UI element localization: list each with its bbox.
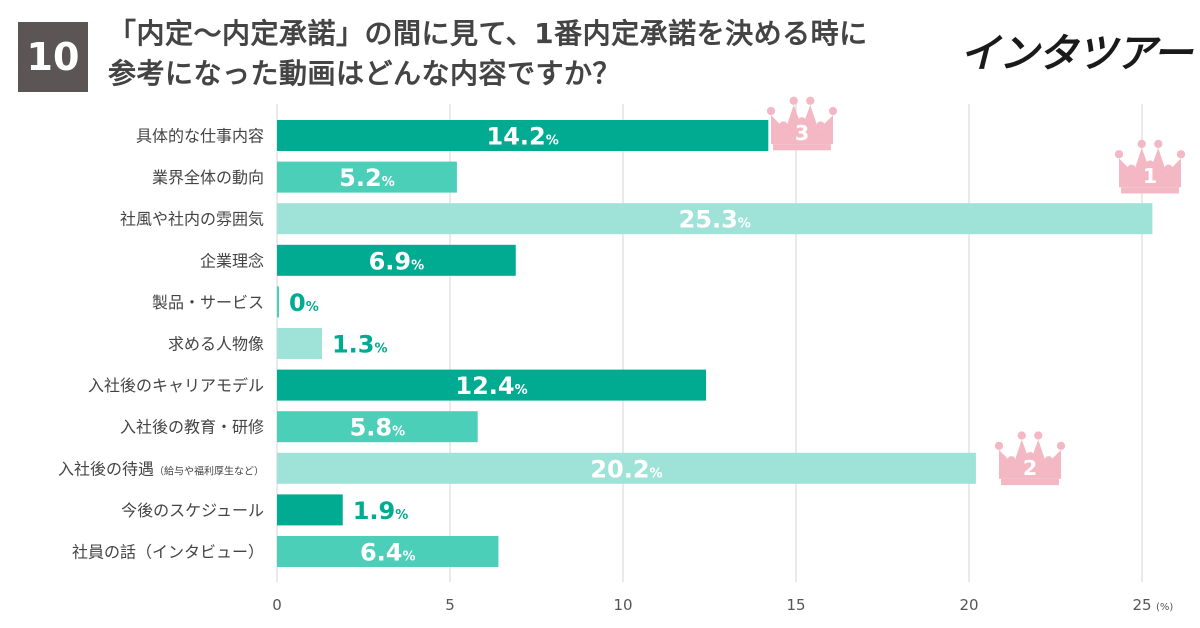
page-title: 「内定〜内定承諾」の間に見て、1番内定承諾を決める時に 参考になった動画はどんな… [108, 14, 928, 94]
data-label: 5.2% [339, 164, 395, 192]
logo-text: インタツアー [960, 31, 1193, 77]
x-tick-label: 25 [1132, 596, 1151, 614]
category-label: 具体的な仕事内容 [136, 127, 264, 146]
data-label: 6.4% [360, 539, 416, 567]
category-label: 今後のスケジュール [121, 501, 264, 520]
category-label: 入社後のキャリアモデル [88, 376, 264, 395]
brand-logo: インタツアー [960, 22, 1193, 78]
data-label: 6.9% [369, 247, 425, 275]
rank-crown-icon: 3 [766, 96, 838, 151]
bar [277, 494, 343, 526]
x-tick-label: 5 [445, 596, 455, 614]
bar [277, 286, 279, 318]
category-label: 製品・サービス [152, 293, 264, 312]
rank-crown-icon: 2 [994, 431, 1066, 486]
data-label: 1.9% [353, 497, 409, 525]
rank-number: 2 [1023, 456, 1037, 480]
title-line-1: 「内定〜内定承諾」の間に見て、1番内定承諾を決める時に [108, 17, 868, 50]
category-label: 企業理念 [200, 251, 264, 270]
data-label: 1.3% [332, 331, 388, 359]
category-label: 求める人物像 [168, 335, 264, 354]
category-label: 業界全体の動向 [152, 168, 264, 187]
data-label: 12.4% [455, 372, 527, 400]
title-line-2: 参考になった動画はどんな内容ですか？ [108, 57, 622, 90]
category-label: 入社後の教育・研修 [120, 418, 264, 437]
data-label: 20.2% [590, 455, 662, 483]
rank-number: 1 [1143, 164, 1157, 188]
data-label: 0% [289, 289, 319, 317]
bar [277, 411, 478, 443]
data-label: 5.8% [350, 414, 406, 442]
question-number-badge: 10 [18, 22, 88, 92]
rank-number: 3 [795, 121, 809, 145]
x-tick-label: 15 [786, 596, 805, 614]
bar [277, 203, 1153, 235]
data-label: 14.2% [487, 123, 559, 151]
bar [277, 120, 769, 151]
bar [277, 161, 457, 193]
bar [277, 369, 707, 401]
category-label: 入社後の待遇（給与や福利厚生など） [58, 459, 264, 478]
x-tick-label: 10 [613, 596, 632, 614]
bar [277, 536, 499, 567]
bar [277, 452, 976, 484]
category-label: 社風や社内の雰囲気 [120, 210, 264, 229]
data-label: 25.3% [679, 206, 751, 234]
x-axis-unit: (%) [1156, 602, 1173, 613]
bar [277, 328, 322, 359]
rank-crown-icon: 1 [1114, 139, 1186, 194]
x-tick-label: 0 [272, 596, 282, 614]
x-tick-label: 20 [959, 596, 978, 614]
bar [277, 244, 516, 276]
category-label: 社員の話（インタビュー） [72, 543, 264, 562]
